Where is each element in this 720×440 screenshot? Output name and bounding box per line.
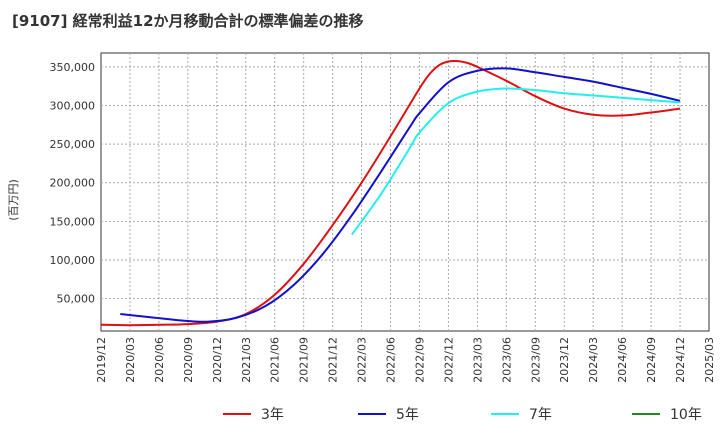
series-line-5年	[120, 67, 681, 323]
x-tick-label: 2022/12	[442, 337, 455, 383]
x-tick-label: 2024/12	[674, 337, 687, 383]
series-line-7年	[351, 87, 681, 236]
y-tick-label: 250,000	[50, 138, 96, 151]
legend: 3年 5年 7年 10年	[223, 407, 702, 423]
y-axis-label: (百万円)	[7, 179, 20, 221]
y-tick-label: 150,000	[50, 215, 96, 228]
x-tick-label: 2023/12	[558, 337, 571, 383]
legend-label: 10年	[670, 407, 702, 423]
x-tick-label: 2020/12	[211, 337, 224, 383]
x-tick-label: 2022/03	[356, 337, 369, 383]
x-tick-label: 2021/06	[269, 337, 282, 383]
x-tick-label: 2025/03	[703, 337, 716, 383]
y-tick-label: 200,000	[50, 177, 96, 190]
x-tick-label: 2020/03	[124, 337, 137, 383]
legend-label: 3年	[261, 407, 284, 423]
chart-title: [9107] 経常利益12か月移動合計の標準偏差の推移	[12, 12, 364, 30]
x-tick-label: 2021/03	[240, 337, 253, 383]
y-tick-label: 300,000	[50, 100, 96, 113]
x-tick-label: 2020/09	[182, 337, 195, 383]
plot-area	[100, 52, 710, 332]
x-tick-label: 2024/03	[587, 337, 600, 383]
grid-lines	[101, 53, 709, 331]
x-tick-label: 2023/09	[529, 337, 542, 383]
x-tick-label: 2019/12	[95, 337, 108, 383]
x-tick-label: 2024/06	[616, 337, 629, 383]
x-tick-label: 2023/06	[500, 337, 513, 383]
legend-label: 5年	[396, 407, 419, 423]
series-lines	[100, 59, 681, 327]
x-tick-label: 2024/09	[645, 337, 658, 383]
y-tick-label: 50,000	[57, 293, 96, 306]
y-tick-label: 350,000	[50, 61, 96, 74]
y-axis: 50,000 100,000 150,000 200,000 250,000 300,00…	[50, 61, 96, 306]
x-tick-label: 2020/06	[153, 337, 166, 383]
x-tick-label: 2023/03	[471, 337, 484, 383]
legend-label: 7年	[529, 407, 552, 423]
y-tick-label: 100,000	[50, 254, 96, 267]
x-tick-label: 2022/06	[385, 337, 398, 383]
x-axis: 2019/12 2020/03 2020/06 2020/09 2020/12 2021/…	[95, 337, 716, 383]
x-tick-label: 2022/09	[413, 337, 426, 383]
x-tick-label: 2021/12	[327, 337, 340, 383]
x-tick-label: 2021/09	[298, 337, 311, 383]
